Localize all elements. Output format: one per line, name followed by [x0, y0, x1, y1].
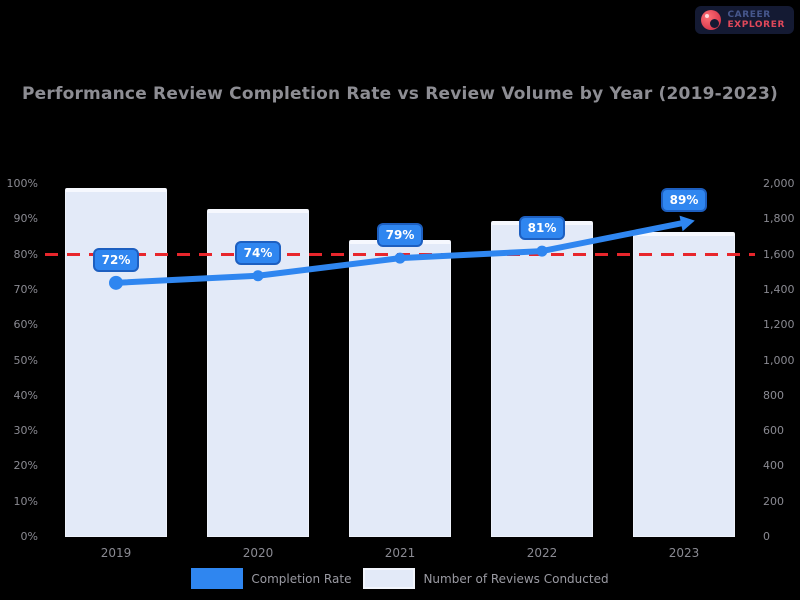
data-label-badge: 89% — [661, 187, 707, 212]
line-point-marker — [109, 275, 123, 290]
y-axis-right-tick: 2,000 — [763, 177, 795, 190]
line-point-marker — [536, 245, 548, 257]
legend: Completion Rate Number of Reviews Conduc… — [0, 568, 800, 589]
x-axis-label: 2022 — [526, 546, 558, 560]
x-axis-label: 2020 — [242, 546, 274, 560]
y-axis-left-tick: 60% — [13, 318, 38, 332]
legend-item-review-volume[interactable]: Number of Reviews Conducted — [363, 568, 609, 589]
y-axis-left-tick: 90% — [13, 212, 38, 226]
y-axis-left-tick: 0% — [20, 530, 38, 543]
bar — [207, 208, 309, 537]
y-axis-left-tick: 10% — [13, 494, 38, 508]
line-point-marker — [394, 252, 406, 264]
logo-mark-icon — [701, 10, 722, 30]
y-axis-right-tick: 1,400 — [763, 282, 795, 296]
y-axis-left-tick: 80% — [13, 247, 38, 261]
y-axis-right-tick: 1,800 — [763, 212, 795, 226]
data-label-badge: 74% — [235, 240, 281, 265]
y-axis-left-tick: 20% — [13, 459, 38, 473]
legend-label-line: Completion Rate — [251, 571, 352, 586]
legend-swatch-line — [191, 568, 244, 589]
logo-line2: EXPLORER — [727, 20, 785, 30]
line-point-marker — [252, 270, 264, 282]
chart-title: Performance Review Completion Rate vs Re… — [22, 84, 778, 104]
y-axis-right-tick: 1,200 — [763, 318, 795, 332]
x-axis-label: 2021 — [384, 546, 416, 560]
bar — [633, 231, 735, 537]
x-axis-label: 2023 — [668, 546, 700, 560]
y-axis-left-tick: 50% — [13, 353, 38, 367]
legend-item-completion-rate[interactable]: Completion Rate — [191, 568, 351, 589]
y-axis-right-tick: 200 — [763, 494, 784, 508]
data-label-badge: 81% — [519, 216, 565, 241]
y-axis-right-tick: 1,600 — [763, 247, 795, 261]
data-label-badge: 79% — [377, 223, 423, 248]
y-axis-right-tick: 800 — [763, 388, 784, 402]
trend-line — [109, 215, 695, 290]
legend-swatch-bar — [363, 568, 416, 589]
y-axis-right-tick: 1,000 — [763, 353, 795, 367]
legend-label-bar: Number of Reviews Conducted — [423, 571, 609, 586]
x-axis-label: 2019 — [100, 546, 132, 560]
logo-line1: CAREER — [727, 10, 771, 20]
y-axis-left-tick: 30% — [13, 424, 38, 438]
y-axis-left-tick: 100% — [6, 177, 38, 190]
data-label-badge: 72% — [93, 247, 139, 272]
y-axis-right-tick: 0 — [763, 530, 770, 543]
y-axis-left-tick: 70% — [13, 282, 38, 296]
y-axis-left-tick: 40% — [13, 388, 38, 402]
logo-text: CAREER EXPLORER — [727, 10, 785, 30]
y-axis-right-tick: 600 — [763, 424, 784, 438]
y-axis-right-tick: 400 — [763, 459, 784, 473]
bar — [65, 187, 167, 537]
brand-logo: CAREER EXPLORER — [695, 6, 794, 34]
trend-arrowhead-icon — [679, 215, 695, 232]
